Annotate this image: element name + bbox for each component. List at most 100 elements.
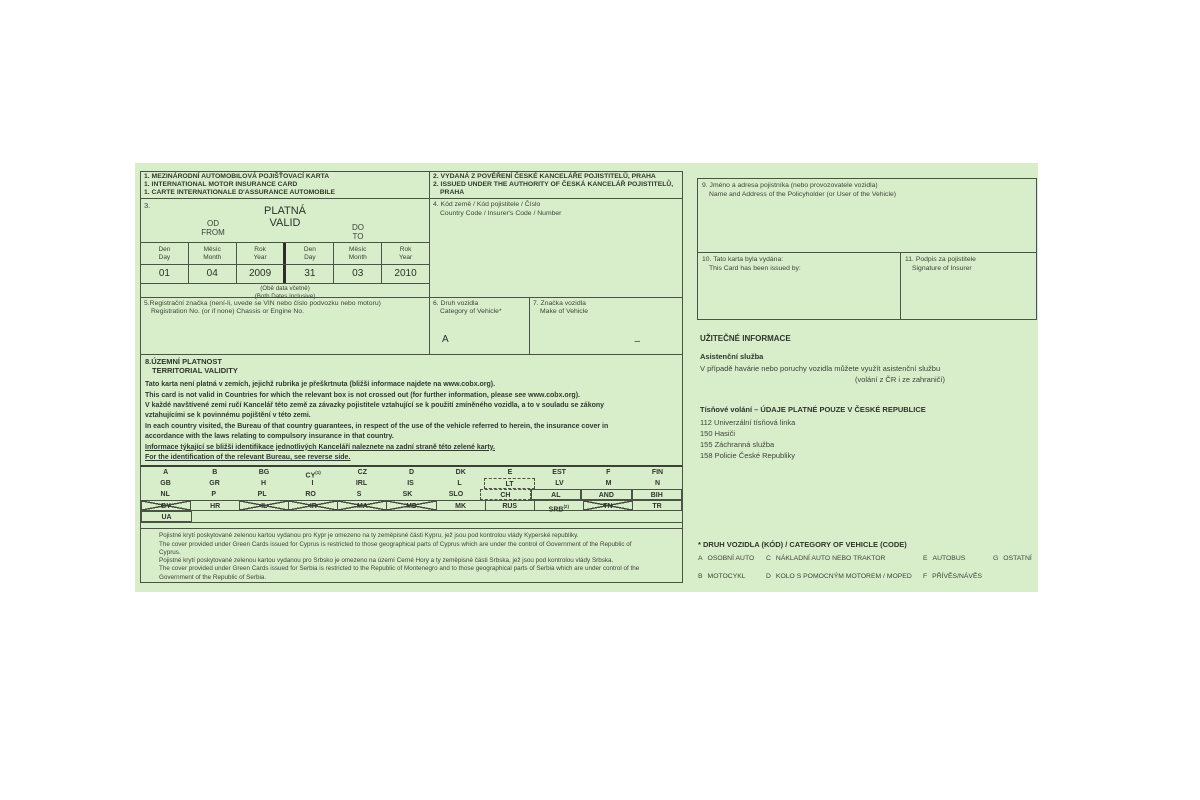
country-cell-L: L	[457, 480, 462, 488]
field2-line-cs: 2. VYDANÁ Z POVĚŘENÍ ČESKÉ KANCELÁŘE POJ…	[433, 173, 656, 180]
field-8-territorial-validity: 8.ÚZEMNÍ PLATNOST TERRITORIAL VALIDITY T…	[141, 355, 682, 465]
section8-line: Informace týkající se bližší identifikac…	[145, 443, 495, 451]
field3-number: 3.	[144, 201, 151, 210]
section8-paragraphs: Tato karta není platná v zemích, jejichž…	[145, 380, 678, 463]
date-col-header-en: Year	[398, 254, 413, 261]
field-3-validity: 3. PLATNÁ VALID OD FROM DO TO Den Day Měsí…	[141, 199, 430, 300]
validity-row: 3. PLATNÁ VALID OD FROM DO TO Den Day Měsí…	[141, 199, 682, 300]
date-col-header-en: Month	[203, 254, 222, 261]
vehicle-code-label: AUTOBUS	[932, 555, 966, 562]
footnote-line: Government of the Republic of Serbia.	[159, 573, 267, 581]
country-cell-SRB: SRB(2)	[533, 500, 583, 514]
country-cell-MD: MD	[386, 500, 436, 512]
from-cs: OD	[207, 219, 219, 228]
field-2-issuing-authority: 2. VYDANÁ Z POVĚŘENÍ ČESKÉ KANCELÁŘE POJ…	[430, 172, 682, 198]
useful-information: UŽITEČNÉ INFORMACE Asistenční služba V p…	[700, 334, 1035, 461]
policyholder-box: 9. Jméno a adresa pojistníka (nebo provo…	[697, 178, 1037, 320]
field9-label-en: Name and Address of the Policyholder (or…	[709, 190, 897, 198]
country-cell-F: F	[606, 469, 611, 477]
field10-label-en: This Card has been issued by:	[709, 264, 801, 272]
country-cell-IL: IL	[239, 500, 289, 512]
date-col-header: Měsíc Month	[333, 243, 381, 264]
vehicle-code-letter: E	[923, 555, 928, 562]
country-cell-empty	[633, 511, 682, 522]
vehicle-category-codes: * DRUH VOZIDLA (KÓD) / CATEGORY OF VEHIC…	[698, 540, 1043, 591]
country-cell-N: N	[654, 480, 661, 488]
date-col-header: Měsíc Month	[187, 243, 236, 264]
vehicle-code-item: B MOTOCYKL	[698, 573, 746, 580]
date-col-header-cs: Den	[158, 246, 171, 253]
country-cell-AL: AL	[530, 489, 582, 501]
date-col-header-cs: Rok	[254, 246, 266, 253]
date-col-header: Den Day	[141, 243, 188, 264]
date-col-header-cs: Měsíc	[203, 246, 221, 253]
vehicle-code-item: G OSTATNÍ	[993, 555, 1032, 562]
country-cell-DK: DK	[455, 469, 466, 477]
field7-label-cs: 7. Značka vozidla	[533, 299, 586, 307]
section8-line: In each country visited, the Bureau of t…	[145, 422, 609, 430]
section8-title-en: TERRITORIAL VALIDITY	[152, 366, 238, 376]
country-cell-CY: CY(1)	[305, 470, 321, 480]
vehicle-code-item: E AUTOBUS	[923, 555, 965, 562]
field4-label-en: Country Code / Insurer's Code / Number	[440, 209, 562, 217]
country-cell-UA: UA	[141, 511, 192, 523]
section8-line: accordance with the laws relating to com…	[145, 433, 394, 441]
date-col-header-en: Year	[253, 254, 267, 261]
field5-label-en: Registration No. (or if none) Chassis or…	[151, 308, 304, 315]
date-col-header-en: Day	[158, 254, 171, 261]
country-cell-MA: MA	[337, 500, 387, 512]
date-col-header-en: Day	[304, 254, 316, 261]
emergency-phone-line: 155 Záchranná služba	[700, 440, 775, 449]
dates-inclusive-note-cs: (Obě data včetně)	[260, 285, 310, 292]
dates-inclusive-note-en: (Both Dates Inclusive)	[254, 293, 316, 300]
country-cell-TN: TN	[582, 500, 632, 512]
date-value: 04	[187, 265, 236, 283]
country-cell-B: B	[212, 469, 218, 477]
vehicle-codes-title: * DRUH VOZIDLA (KÓD) / CATEGORY OF VEHIC…	[698, 540, 907, 549]
to-cs: DO	[352, 223, 364, 232]
emergency-phone-line: 150 Hasiči	[700, 429, 736, 438]
vehicle-code-item: F PŘÍVĚS/NÁVĚS	[923, 573, 982, 580]
vehicle-code-letter: D	[766, 573, 771, 580]
field1-line-cs: 1. MEZINÁRODNÍ AUTOMOBILOVÁ POJIŠŤOVACÍ …	[144, 173, 330, 180]
country-cell-A: A	[163, 469, 169, 477]
country-row: BY HR IL IR MA MD MK RUS SRB(2) TN TR	[141, 500, 683, 514]
footnotes: (1)Pojistné krytí poskytované zelenou ka…	[141, 528, 682, 582]
validity-title-cs: PLATNÁ	[264, 205, 306, 217]
validity-to-label: DO TO	[286, 223, 430, 241]
section8-line: This card is not valid in Countries for …	[145, 391, 580, 399]
section8-title-cs: 8.ÚZEMNÍ PLATNOST	[145, 357, 222, 367]
field7-label-en: Make of Vehicle	[540, 308, 588, 315]
vehicle-code-label: OSOBNÍ AUTO	[707, 555, 755, 562]
country-cell-CZ: CZ	[357, 469, 368, 477]
section8-line: Tato karta není platná v zemích, jejichž…	[145, 381, 496, 389]
vehicle-codes-rows: A OSOBNÍ AUTO C NÁKLADNÍ AUTO NEBO TRAKTOR E…	[698, 555, 1043, 591]
to-en: TO	[352, 232, 364, 241]
date-col-header-cs: Rok	[399, 246, 412, 253]
field6-label-en: Category of Vehicle*	[440, 308, 502, 315]
footnote-line: (2)Pojistné krytí poskytované zelenou ka…	[159, 557, 614, 565]
field1-line-fr: 1. CARTE INTERNATIONALE D'ASSURANCE AUTO…	[144, 189, 336, 196]
date-table: Den Day Měsíc Month Rok Year Den Day Měsíc Month R…	[141, 242, 429, 300]
country-footnote-ref: (2)	[563, 504, 569, 510]
date-value: 31	[283, 265, 333, 283]
vehicle-code-label: NÁKLADNÍ AUTO NEBO TRAKTOR	[775, 555, 886, 562]
country-cell-empty	[437, 511, 486, 522]
country-cell-empty	[584, 511, 633, 522]
validity-title-en: VALID	[269, 217, 301, 229]
field6-label-cs: 6. Druh vozidla	[433, 299, 479, 307]
vehicle-code-letter: G	[993, 555, 999, 562]
country-cell-TR: TR	[631, 500, 683, 512]
date-col-header: Rok Year	[235, 243, 284, 264]
country-cell-NL: NL	[160, 491, 170, 499]
country-cell-LV: LV	[555, 480, 564, 488]
footnote-line: (1)Pojistné krytí poskytované zelenou ka…	[159, 532, 579, 540]
field-11-signature: 11. Podpis za pojistitele Signature of I…	[901, 253, 1036, 319]
country-cell-BY: BY	[141, 500, 191, 512]
country-cell-SLO: SLO	[448, 491, 464, 499]
section8-line: vztahujícími se k povinnému pojištění v …	[145, 412, 311, 420]
vehicle-code-label: PŘÍVĚS/NÁVĚS	[932, 573, 983, 580]
useful-info-title: UŽITEČNÉ INFORMACE	[700, 334, 791, 343]
date-col-header: Rok Year	[381, 243, 429, 264]
